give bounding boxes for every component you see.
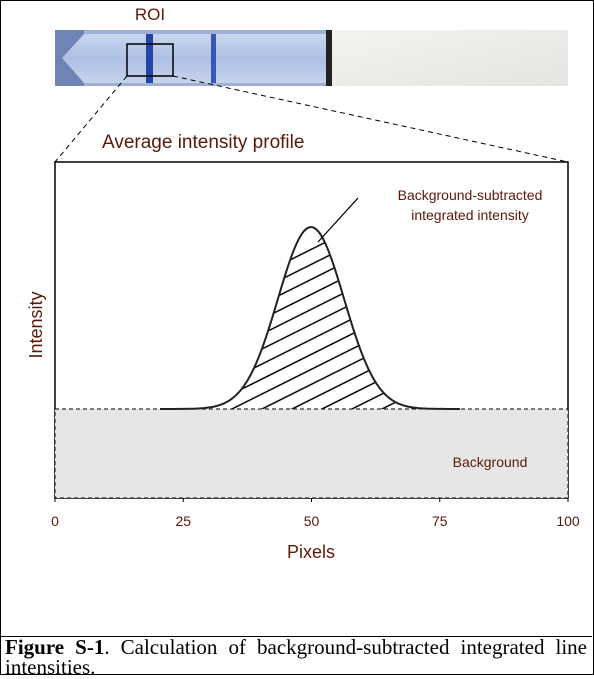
hatch-line [160,229,460,409]
caption-text: . Calculation of background-subtracted i… [5,635,587,679]
hatch-line [339,229,460,409]
hatch-line [160,229,460,409]
hatch-line [160,229,351,409]
hatch-line [429,229,460,409]
hatch-line [399,229,460,409]
x-tick-label: 75 [432,513,448,529]
zoom-line [54,75,128,163]
hatch-line [160,229,441,409]
hatching [160,229,594,430]
hatch-line [279,229,460,409]
caption: Figure S-1. Calculation of background-su… [0,635,592,679]
hatch-line [189,229,460,409]
annotation: integrated intensity [411,207,529,223]
background-region [54,408,569,499]
hatch-line [160,229,460,409]
plot-title: Average intensity profile [102,132,304,153]
y-axis-label: Intensity [26,291,46,358]
hatch-line [160,229,411,409]
peak-curve [160,226,460,410]
hatch-line [369,229,460,409]
x-tick-label: 100 [556,513,580,529]
hatch-line [490,230,594,430]
x-axis-label: Pixels [287,542,335,562]
x-tick-label: 0 [51,513,59,529]
caption-label: Figure S-1 [5,635,105,659]
test-strip [55,30,568,86]
roi-box [126,43,174,77]
hatch-line [160,229,381,409]
hatch-line [309,229,460,409]
background-label: Background [453,454,528,470]
hatch-line [219,229,460,409]
hatch-line [520,230,594,430]
hatch-line [550,230,594,430]
leader-line [317,197,359,243]
figure: ROI Average intensity profile Background… [26,5,594,562]
hatch-line [580,230,594,430]
annotation: Background-subtracted [398,187,543,203]
zoom-line [172,75,569,163]
hatch-line [160,229,460,409]
roi-label: ROI [135,5,165,24]
x-tick-label: 25 [175,513,191,529]
hatch-line [459,229,460,409]
x-tick-label: 50 [304,513,320,529]
